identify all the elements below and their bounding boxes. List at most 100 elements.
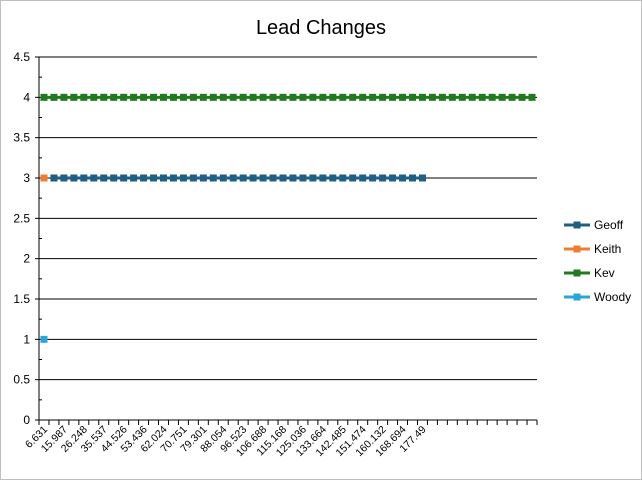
data-point	[508, 93, 516, 101]
data-point	[130, 174, 138, 182]
data-point	[239, 93, 247, 101]
y-tick-label: 1.5	[13, 292, 30, 306]
data-point	[160, 93, 167, 101]
data-point	[70, 93, 78, 101]
data-point	[289, 93, 297, 101]
y-tick-label: 0.5	[13, 373, 30, 387]
data-point	[90, 93, 98, 101]
data-point	[448, 93, 456, 101]
data-point	[369, 93, 377, 101]
legend-marker	[573, 221, 581, 229]
data-point	[309, 93, 317, 101]
data-point	[279, 93, 287, 101]
data-point	[140, 93, 148, 101]
legend-item-kev: Kev	[564, 266, 615, 280]
data-point	[399, 93, 407, 101]
y-tick-label: 3.5	[13, 131, 30, 145]
series-keith	[40, 174, 48, 182]
y-tick-label: 4	[23, 90, 30, 104]
data-point	[269, 93, 277, 101]
y-tick-label: 4.5	[13, 50, 30, 64]
data-point	[219, 93, 227, 101]
data-point	[209, 93, 217, 101]
data-point	[399, 174, 407, 182]
legend-marker	[573, 245, 581, 253]
data-point	[279, 174, 287, 182]
data-point	[488, 93, 496, 101]
y-axis: 0 0.5 1 1.5 2 2.5 3 3.5 4 4.5	[13, 50, 42, 427]
data-point	[189, 93, 197, 101]
y-tick-label: 2	[23, 252, 30, 266]
data-point	[438, 93, 446, 101]
legend-item-keith: Keith	[564, 242, 621, 256]
legend: Geoff Keith Kev Woody	[564, 218, 631, 304]
data-point	[379, 93, 387, 101]
data-point	[80, 93, 88, 101]
data-point	[150, 93, 158, 101]
data-point	[498, 93, 506, 101]
data-point	[428, 93, 436, 101]
data-point	[219, 174, 227, 182]
legend-label: Kev	[594, 266, 615, 280]
data-point	[468, 93, 476, 101]
data-point	[339, 93, 347, 101]
data-point	[418, 174, 426, 182]
data-point	[389, 174, 397, 182]
series-group	[40, 93, 536, 343]
data-point	[359, 174, 367, 182]
legend-label: Geoff	[594, 218, 624, 232]
data-point	[40, 93, 48, 101]
y-tick-label: 0	[23, 413, 30, 427]
y-tick-label: 2.5	[13, 211, 30, 225]
data-point	[50, 93, 58, 101]
data-point	[329, 174, 337, 182]
data-point	[259, 174, 267, 182]
data-point	[349, 174, 357, 182]
legend-item-woody: Woody	[564, 290, 631, 304]
legend-marker	[573, 269, 581, 277]
series-geoff	[50, 174, 426, 182]
data-point	[90, 174, 98, 182]
data-point	[110, 93, 118, 101]
data-point	[229, 174, 237, 182]
data-point	[120, 93, 128, 101]
data-point	[289, 174, 297, 182]
x-axis: 6.63115.98726.24835.53744.52653.43662.02…	[23, 419, 538, 459]
data-point	[249, 174, 257, 182]
data-point	[150, 174, 158, 182]
legend-item-geoff: Geoff	[564, 218, 624, 232]
data-point	[249, 93, 257, 101]
data-point	[209, 174, 217, 182]
data-point	[389, 93, 397, 101]
data-point	[349, 93, 357, 101]
data-point	[60, 93, 68, 101]
data-point	[229, 93, 237, 101]
data-point	[199, 93, 207, 101]
data-point	[110, 174, 118, 182]
data-point	[269, 174, 277, 182]
data-point	[458, 93, 466, 101]
y-tick-label: 1	[23, 332, 30, 346]
data-point	[40, 174, 48, 182]
data-point	[518, 93, 526, 101]
data-point	[299, 174, 307, 182]
data-point	[140, 174, 148, 182]
data-point	[299, 93, 307, 101]
data-point	[40, 335, 48, 343]
series-kev	[40, 93, 536, 101]
data-point	[478, 93, 486, 101]
data-point	[418, 93, 426, 101]
chart-title: Lead Changes	[256, 17, 386, 39]
data-point	[379, 174, 387, 182]
data-point	[309, 174, 317, 182]
data-point	[319, 93, 327, 101]
data-point	[409, 174, 416, 182]
gridlines	[39, 56, 537, 381]
data-point	[60, 174, 68, 182]
data-point	[100, 93, 108, 101]
legend-label: Woody	[594, 290, 631, 304]
data-point	[100, 174, 108, 182]
data-point	[239, 174, 247, 182]
